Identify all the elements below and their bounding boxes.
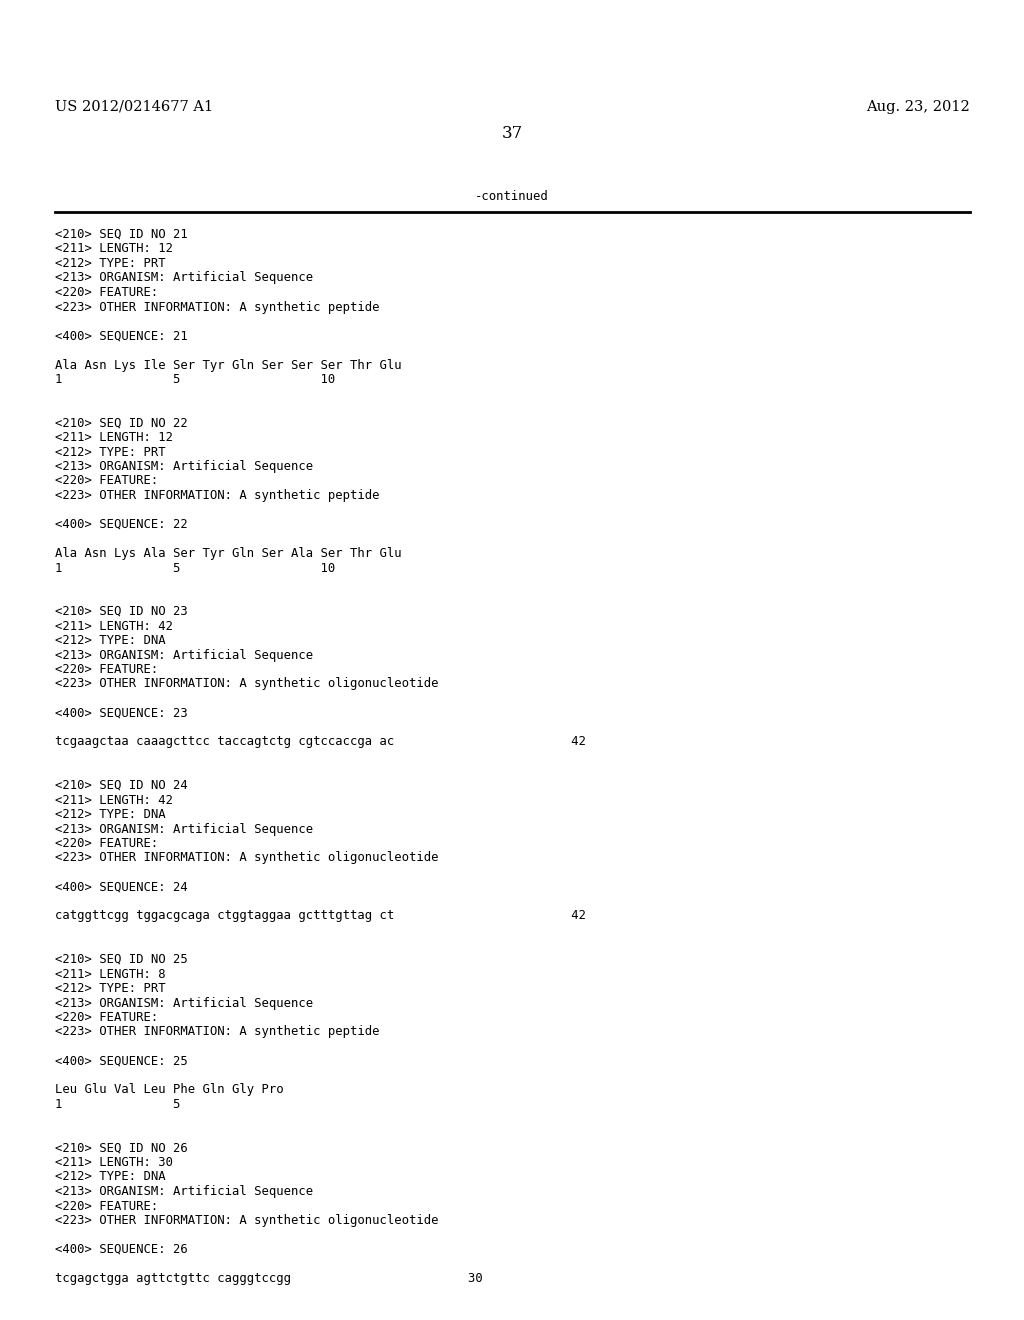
Text: <210> SEQ ID NO 24: <210> SEQ ID NO 24	[55, 779, 187, 792]
Text: tcgagctgga agttctgttc cagggtccgg                        30: tcgagctgga agttctgttc cagggtccgg 30	[55, 1272, 482, 1284]
Text: <220> FEATURE:: <220> FEATURE:	[55, 286, 159, 300]
Text: <400> SEQUENCE: 22: <400> SEQUENCE: 22	[55, 517, 187, 531]
Text: <210> SEQ ID NO 25: <210> SEQ ID NO 25	[55, 953, 187, 966]
Text: <220> FEATURE:: <220> FEATURE:	[55, 837, 159, 850]
Text: <211> LENGTH: 42: <211> LENGTH: 42	[55, 619, 173, 632]
Text: <400> SEQUENCE: 23: <400> SEQUENCE: 23	[55, 706, 187, 719]
Text: <223> OTHER INFORMATION: A synthetic peptide: <223> OTHER INFORMATION: A synthetic pep…	[55, 488, 380, 502]
Text: <223> OTHER INFORMATION: A synthetic oligonucleotide: <223> OTHER INFORMATION: A synthetic oli…	[55, 851, 438, 865]
Text: <223> OTHER INFORMATION: A synthetic peptide: <223> OTHER INFORMATION: A synthetic pep…	[55, 301, 380, 314]
Text: <213> ORGANISM: Artificial Sequence: <213> ORGANISM: Artificial Sequence	[55, 272, 313, 285]
Text: <212> TYPE: DNA: <212> TYPE: DNA	[55, 1171, 166, 1184]
Text: <213> ORGANISM: Artificial Sequence: <213> ORGANISM: Artificial Sequence	[55, 997, 313, 1010]
Text: <212> TYPE: DNA: <212> TYPE: DNA	[55, 808, 166, 821]
Text: <211> LENGTH: 8: <211> LENGTH: 8	[55, 968, 166, 981]
Text: <210> SEQ ID NO 23: <210> SEQ ID NO 23	[55, 605, 187, 618]
Text: Ala Asn Lys Ala Ser Tyr Gln Ser Ala Ser Thr Glu: Ala Asn Lys Ala Ser Tyr Gln Ser Ala Ser …	[55, 546, 401, 560]
Text: <212> TYPE: PRT: <212> TYPE: PRT	[55, 982, 166, 995]
Text: <212> TYPE: DNA: <212> TYPE: DNA	[55, 634, 166, 647]
Text: Ala Asn Lys Ile Ser Tyr Gln Ser Ser Ser Thr Glu: Ala Asn Lys Ile Ser Tyr Gln Ser Ser Ser …	[55, 359, 401, 371]
Text: <213> ORGANISM: Artificial Sequence: <213> ORGANISM: Artificial Sequence	[55, 459, 313, 473]
Text: <220> FEATURE:: <220> FEATURE:	[55, 1011, 159, 1024]
Text: tcgaagctaa caaagcttcc taccagtctg cgtccaccga ac                        42: tcgaagctaa caaagcttcc taccagtctg cgtccac…	[55, 735, 586, 748]
Text: <400> SEQUENCE: 21: <400> SEQUENCE: 21	[55, 330, 187, 342]
Text: <212> TYPE: PRT: <212> TYPE: PRT	[55, 257, 166, 271]
Text: <211> LENGTH: 30: <211> LENGTH: 30	[55, 1156, 173, 1170]
Text: Leu Glu Val Leu Phe Gln Gly Pro: Leu Glu Val Leu Phe Gln Gly Pro	[55, 1084, 284, 1097]
Text: <400> SEQUENCE: 25: <400> SEQUENCE: 25	[55, 1055, 187, 1068]
Text: <223> OTHER INFORMATION: A synthetic oligonucleotide: <223> OTHER INFORMATION: A synthetic oli…	[55, 677, 438, 690]
Text: <213> ORGANISM: Artificial Sequence: <213> ORGANISM: Artificial Sequence	[55, 822, 313, 836]
Text: <223> OTHER INFORMATION: A synthetic peptide: <223> OTHER INFORMATION: A synthetic pep…	[55, 1026, 380, 1039]
Text: -continued: -continued	[475, 190, 549, 203]
Text: <223> OTHER INFORMATION: A synthetic oligonucleotide: <223> OTHER INFORMATION: A synthetic oli…	[55, 1214, 438, 1228]
Text: <213> ORGANISM: Artificial Sequence: <213> ORGANISM: Artificial Sequence	[55, 648, 313, 661]
Text: <213> ORGANISM: Artificial Sequence: <213> ORGANISM: Artificial Sequence	[55, 1185, 313, 1199]
Text: catggttcgg tggacgcaga ctggtaggaa gctttgttag ct                        42: catggttcgg tggacgcaga ctggtaggaa gctttgt…	[55, 909, 586, 923]
Text: 1               5                   10: 1 5 10	[55, 561, 335, 574]
Text: <400> SEQUENCE: 26: <400> SEQUENCE: 26	[55, 1243, 187, 1257]
Text: <220> FEATURE:: <220> FEATURE:	[55, 663, 159, 676]
Text: <400> SEQUENCE: 24: <400> SEQUENCE: 24	[55, 880, 187, 894]
Text: US 2012/0214677 A1: US 2012/0214677 A1	[55, 100, 213, 114]
Text: <211> LENGTH: 12: <211> LENGTH: 12	[55, 432, 173, 444]
Text: <220> FEATURE:: <220> FEATURE:	[55, 1200, 159, 1213]
Text: 37: 37	[502, 125, 522, 143]
Text: <210> SEQ ID NO 26: <210> SEQ ID NO 26	[55, 1142, 187, 1155]
Text: <212> TYPE: PRT: <212> TYPE: PRT	[55, 446, 166, 458]
Text: 1               5: 1 5	[55, 1098, 180, 1111]
Text: Aug. 23, 2012: Aug. 23, 2012	[866, 100, 970, 114]
Text: 1               5                   10: 1 5 10	[55, 374, 335, 385]
Text: <210> SEQ ID NO 22: <210> SEQ ID NO 22	[55, 417, 187, 429]
Text: <211> LENGTH: 42: <211> LENGTH: 42	[55, 793, 173, 807]
Text: <210> SEQ ID NO 21: <210> SEQ ID NO 21	[55, 228, 187, 242]
Text: <220> FEATURE:: <220> FEATURE:	[55, 474, 159, 487]
Text: <211> LENGTH: 12: <211> LENGTH: 12	[55, 243, 173, 256]
